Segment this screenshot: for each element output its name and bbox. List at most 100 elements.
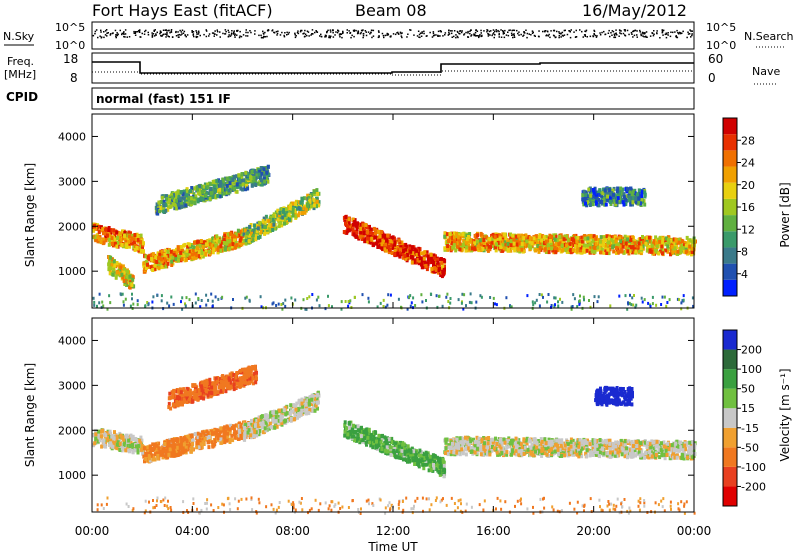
nsky-point bbox=[469, 30, 471, 32]
data-cell bbox=[467, 238, 471, 243]
data-cell bbox=[435, 294, 438, 298]
nsky-point bbox=[196, 36, 199, 38]
data-cell bbox=[631, 200, 635, 205]
data-cell bbox=[248, 227, 252, 232]
data-cell bbox=[177, 202, 181, 207]
data-cell bbox=[100, 305, 103, 309]
data-cell bbox=[250, 169, 254, 174]
data-cell bbox=[315, 199, 319, 204]
data-cell bbox=[108, 259, 112, 264]
data-cell bbox=[105, 233, 109, 238]
data-cell bbox=[253, 172, 257, 177]
data-cell bbox=[246, 186, 250, 191]
nsky-point bbox=[579, 29, 581, 31]
data-cell bbox=[537, 249, 541, 254]
data-cell bbox=[122, 437, 126, 442]
nsky-point bbox=[365, 34, 368, 37]
nsky-point bbox=[216, 34, 218, 36]
data-cell bbox=[140, 238, 144, 243]
data-cell bbox=[616, 186, 620, 191]
data-cell bbox=[145, 259, 149, 264]
data-cell bbox=[443, 258, 447, 263]
nsky-point bbox=[457, 36, 459, 39]
data-cell bbox=[583, 249, 587, 254]
data-cell bbox=[253, 223, 256, 228]
data-cell bbox=[581, 199, 585, 204]
data-cell bbox=[297, 206, 301, 211]
data-cell bbox=[261, 230, 265, 235]
nsky-point bbox=[641, 31, 644, 34]
nsky-point bbox=[478, 35, 480, 37]
nsky-point bbox=[419, 36, 421, 39]
data-cell bbox=[614, 239, 618, 244]
data-cell bbox=[568, 248, 572, 252]
nsky-point bbox=[470, 35, 472, 37]
data-cell bbox=[460, 248, 464, 253]
data-cell bbox=[153, 267, 157, 272]
data-cell bbox=[436, 305, 439, 309]
data-cell bbox=[615, 251, 618, 255]
data-cell bbox=[549, 238, 553, 243]
data-cell bbox=[600, 200, 604, 204]
data-cell bbox=[509, 248, 513, 253]
data-cell bbox=[582, 189, 586, 194]
nsky-point bbox=[582, 36, 584, 38]
data-cell bbox=[263, 225, 267, 230]
data-cell bbox=[476, 239, 479, 244]
data-cell bbox=[201, 254, 205, 259]
nsky-point bbox=[182, 32, 185, 34]
data-cell bbox=[249, 229, 252, 234]
nsky-point bbox=[342, 31, 344, 34]
data-cell bbox=[180, 257, 184, 261]
data-cell bbox=[652, 241, 656, 246]
nsky-point bbox=[195, 36, 198, 38]
nsky-point bbox=[448, 31, 450, 33]
data-cell bbox=[460, 301, 463, 305]
nsky-point bbox=[151, 34, 154, 36]
data-cell bbox=[634, 200, 638, 205]
data-cell bbox=[559, 297, 561, 301]
data-cell bbox=[153, 263, 157, 268]
data-cell bbox=[216, 245, 220, 250]
data-cell bbox=[628, 249, 632, 254]
data-cell bbox=[113, 232, 117, 237]
nsky-point bbox=[230, 32, 233, 34]
data-cell bbox=[318, 304, 321, 308]
nsky-point bbox=[233, 30, 235, 32]
data-cell bbox=[555, 238, 559, 243]
data-cell bbox=[289, 203, 292, 208]
data-cell bbox=[98, 236, 101, 241]
nsky-point bbox=[234, 33, 236, 35]
nsky-point bbox=[342, 30, 344, 33]
data-cell bbox=[229, 186, 233, 190]
data-cell bbox=[307, 206, 311, 211]
nsky-point bbox=[630, 31, 633, 34]
data-cell bbox=[671, 250, 675, 255]
data-cell bbox=[649, 304, 652, 308]
data-cell bbox=[277, 224, 281, 229]
data-cell bbox=[199, 253, 203, 258]
data-cell bbox=[382, 239, 386, 244]
data-cell bbox=[206, 182, 210, 187]
nsky-point bbox=[350, 36, 352, 39]
nsky-point bbox=[639, 29, 641, 32]
data-cell bbox=[180, 204, 184, 209]
nsky-point bbox=[642, 33, 644, 35]
data-cell bbox=[599, 235, 603, 240]
data-cell bbox=[542, 295, 544, 299]
data-cell bbox=[157, 266, 161, 271]
data-cell bbox=[672, 237, 676, 242]
nsky-point bbox=[303, 36, 306, 38]
data-cell bbox=[631, 250, 634, 255]
data-cell bbox=[162, 260, 166, 265]
data-cell bbox=[561, 248, 564, 253]
data-cell bbox=[438, 294, 440, 298]
data-cell bbox=[190, 200, 194, 205]
data-cell bbox=[198, 254, 201, 259]
nsky-point bbox=[229, 35, 232, 37]
data-cell bbox=[228, 235, 232, 240]
data-cell bbox=[205, 191, 209, 196]
data-cell bbox=[557, 300, 559, 304]
data-cell bbox=[679, 240, 683, 245]
nsky-point bbox=[254, 33, 256, 35]
